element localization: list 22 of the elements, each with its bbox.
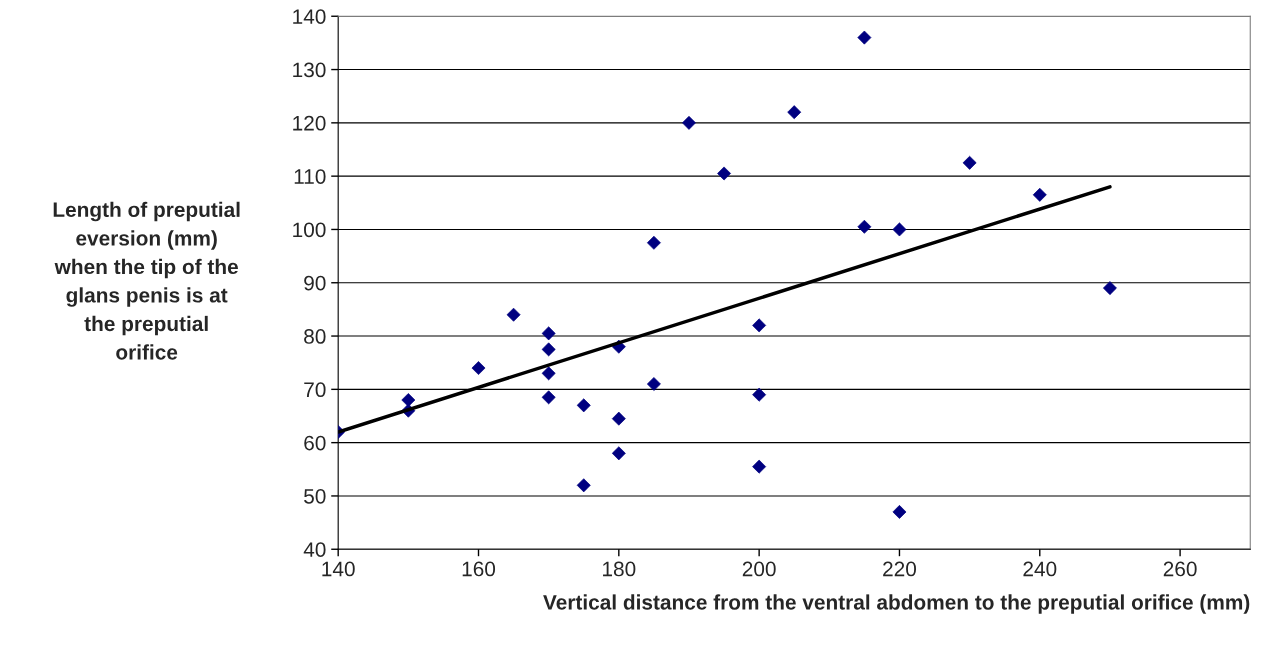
y-tick-label: 40	[303, 542, 326, 557]
point	[717, 166, 731, 181]
x-tick-label: 160	[462, 561, 496, 577]
x-tick-label: 180	[603, 561, 636, 577]
y-tick-label: 50	[304, 488, 326, 504]
x-tick-label: 240	[1023, 561, 1057, 577]
y-tick-label: 120	[293, 115, 326, 131]
x-axis-title: Vertical distance from the ventral abdomen to the preputial orifice (mm)	[543, 594, 1250, 614]
y-tick-label: 80	[304, 329, 326, 344]
y-tick-label: 110	[294, 169, 326, 184]
y-axis-title: Length of preputial eversion (mm) when the tip of the glans penis is at the preputial orifice	[53, 201, 240, 360]
x-tick-label: 200	[742, 561, 776, 577]
x-tick-label: 260	[1163, 561, 1197, 577]
y-tick-label: 140	[293, 9, 326, 24]
y-tick-label: 70	[304, 382, 326, 398]
point	[962, 155, 977, 170]
y-tick-label: 100	[293, 222, 326, 238]
y-tick-label: 60	[304, 435, 326, 451]
x-tick-label: 220	[883, 561, 917, 577]
y-tick-label: 90	[304, 275, 326, 291]
y-tick-label: 130	[293, 62, 326, 78]
x-tick-label: 140	[322, 561, 355, 577]
